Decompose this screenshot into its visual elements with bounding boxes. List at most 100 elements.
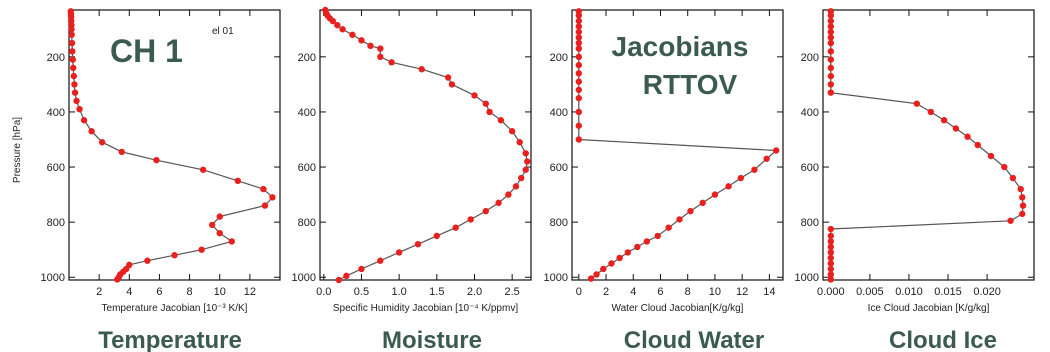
data-point <box>575 86 583 94</box>
data-point <box>827 243 835 251</box>
x-tick-label: 6 <box>657 286 663 298</box>
y-tick-label: 600 <box>550 162 568 174</box>
data-point <box>71 89 79 96</box>
series-line <box>830 11 1024 280</box>
x-tick-label: 0.0 <box>316 286 331 298</box>
y-tick-label: 1000 <box>292 272 316 284</box>
data-point <box>575 45 583 52</box>
data-point <box>518 174 525 182</box>
data-point <box>68 26 75 33</box>
data-point <box>452 224 459 231</box>
data-point <box>261 202 269 209</box>
panel-cloud-ice: 200 400 600 800 1000 0.000 0.005 0.010 0.015 0.02… <box>795 8 1035 314</box>
panels-group: 200 400 600 800 1000 2 4 6 8 10 12 Temperature Jaco… <box>41 6 1035 314</box>
data-point <box>522 166 529 173</box>
elevation-label: el 01 <box>212 26 234 37</box>
data-point <box>228 238 235 245</box>
x-tick-label: 0 <box>576 286 582 298</box>
data-point <box>827 271 835 278</box>
data-point <box>827 17 835 25</box>
x-tick-label: 0.010 <box>895 286 923 298</box>
data-point <box>616 254 623 262</box>
x-axis-label: Temperature Jacobian [10⁻³ K/K] <box>102 303 248 314</box>
x-tick-label: 1.5 <box>429 286 444 298</box>
data-point <box>827 72 835 80</box>
x-axis-label: Water Cloud Jacobian[K/g/kg] <box>612 303 744 314</box>
plot-frame <box>319 9 532 281</box>
data-point <box>260 185 267 193</box>
x-tick-label: 10 <box>214 286 226 298</box>
data-point <box>575 39 583 47</box>
data-point <box>395 249 403 256</box>
y-tick-label: 600 <box>298 162 316 174</box>
data-point <box>388 59 395 66</box>
x-tick-label: 2.5 <box>505 286 520 298</box>
y-axis-title: Pressure [hPa] <box>12 117 23 183</box>
x-tick-label: 12 <box>244 286 256 298</box>
data-point <box>575 34 583 41</box>
y-tick-label: 200 <box>47 52 65 64</box>
data-point <box>827 265 835 273</box>
y-tick-label: 200 <box>550 52 568 64</box>
data-point <box>913 100 920 107</box>
data-point <box>827 39 835 47</box>
data-point <box>482 207 489 215</box>
data-point <box>73 97 80 105</box>
data-point <box>711 191 719 198</box>
y-tick-label: 800 <box>47 217 65 229</box>
annotation-title-line1: Jacobians <box>612 31 749 62</box>
channel-label: CH 1 <box>110 33 183 69</box>
caption-moisture: Moisture <box>382 327 482 352</box>
y-tick-label: 800 <box>298 217 316 229</box>
data-point <box>208 221 216 229</box>
data-point <box>444 74 452 81</box>
x-tick-label: 0.015 <box>934 286 962 298</box>
data-point <box>575 28 583 36</box>
data-point <box>600 265 607 273</box>
data-point <box>1019 194 1026 201</box>
data-point <box>665 224 672 231</box>
data-point <box>343 272 350 280</box>
y-tick-label: 600 <box>47 162 65 174</box>
data-point <box>216 213 223 220</box>
data-point <box>827 254 835 262</box>
data-point <box>88 128 95 135</box>
data-point <box>198 246 205 253</box>
data-point <box>987 152 995 160</box>
data-point <box>827 64 835 72</box>
data-point <box>634 243 641 251</box>
data-point <box>335 276 343 284</box>
data-point <box>575 70 583 77</box>
caption-temperature: Temperature <box>98 327 242 352</box>
data-point <box>687 207 694 215</box>
data-point <box>1007 217 1014 224</box>
data-point <box>269 194 276 201</box>
data-point <box>76 105 83 113</box>
y-tick-label: 600 <box>801 162 819 174</box>
annotation-title-line2: RTTOV <box>643 69 738 100</box>
x-tick-label: 12 <box>736 286 748 298</box>
data-point <box>199 166 207 173</box>
x-tick-label: 4 <box>126 286 132 298</box>
data-point <box>827 260 835 267</box>
x-tick-label: 8 <box>685 286 691 298</box>
data-point <box>593 271 600 278</box>
data-point <box>1001 163 1008 171</box>
data-point <box>69 56 76 63</box>
data-point <box>827 28 835 36</box>
data-point <box>234 177 241 185</box>
data-point <box>940 117 948 124</box>
data-point <box>69 48 76 55</box>
data-point <box>827 56 835 63</box>
x-tick-label: 8 <box>187 286 193 298</box>
data-point <box>927 108 935 116</box>
plot-frame <box>68 9 281 281</box>
data-point <box>964 133 971 140</box>
data-point <box>377 53 384 61</box>
data-point <box>524 158 531 165</box>
x-axis-label: Specific Humidity Jacobian [10⁻⁴ K/ppmv] <box>333 303 518 314</box>
panel-temperature: 200 400 600 800 1000 2 4 6 8 10 12 Temperature Jaco… <box>41 8 281 314</box>
data-point <box>358 265 365 273</box>
y-tick-label: 400 <box>801 107 819 119</box>
